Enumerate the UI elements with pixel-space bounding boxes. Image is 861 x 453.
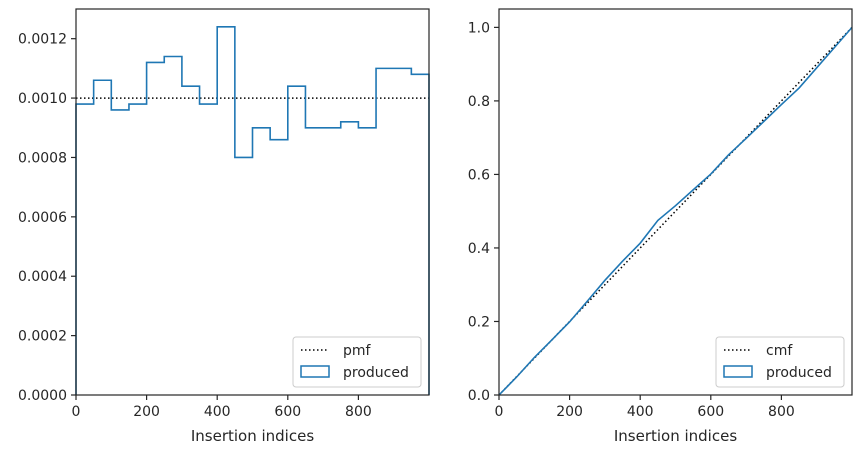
right-x-axis-label: Insertion indices bbox=[614, 427, 737, 445]
left-y-tick-label: 0.0012 bbox=[18, 32, 67, 48]
left-axes-frame bbox=[75, 8, 430, 396]
left-y-tick-label: 0.0002 bbox=[18, 329, 67, 345]
cmf-panel: 0 200 400 600 800 0.0 0.2 0.4 0.6 0.8 1.0 Insertio… bbox=[468, 8, 853, 445]
left-y-tick-label: 0.0006 bbox=[18, 210, 67, 226]
right-x-tick-label: 200 bbox=[556, 404, 583, 420]
left-x-axis-label: Insertion indices bbox=[191, 427, 314, 445]
right-x-tick-label: 400 bbox=[627, 404, 654, 420]
left-y-tick-label: 0.0010 bbox=[18, 91, 67, 107]
right-legend: cmf produced bbox=[715, 336, 845, 388]
left-legend: pmf produced bbox=[292, 336, 422, 388]
right-produced-series bbox=[498, 26, 853, 396]
right-y-tick-label: 1.0 bbox=[468, 20, 490, 36]
right-y-tick-label: 0.4 bbox=[468, 241, 490, 257]
right-y-tick-label: 0.6 bbox=[468, 167, 490, 183]
right-legend-produced-swatch bbox=[723, 365, 753, 378]
left-y-tick-label: 0.0000 bbox=[18, 388, 67, 404]
right-legend-produced-label: produced bbox=[766, 365, 832, 381]
pmf-histogram-panel: 0 200 400 600 800 0.0000 0.0002 0.0004 0.0006 0.0… bbox=[18, 8, 430, 445]
left-x-tick-label: 200 bbox=[133, 404, 160, 420]
left-x-tick-label: 400 bbox=[204, 404, 231, 420]
left-produced-series bbox=[75, 26, 430, 395]
right-y-tick-label: 0.2 bbox=[468, 314, 490, 330]
right-x-tick-label: 600 bbox=[697, 404, 724, 420]
right-y-tick-label: 0.0 bbox=[468, 388, 490, 404]
left-legend-pmf-label: pmf bbox=[343, 343, 372, 359]
left-x-tick-label: 0 bbox=[72, 404, 81, 420]
right-legend-cmf-label: cmf bbox=[766, 343, 793, 359]
right-x-tick-label: 800 bbox=[768, 404, 795, 420]
right-x-tick-label: 0 bbox=[495, 404, 504, 420]
left-y-tick-label: 0.0008 bbox=[18, 150, 67, 166]
left-y-tick-label: 0.0004 bbox=[18, 269, 67, 285]
right-axes-frame bbox=[498, 8, 853, 396]
left-legend-produced-swatch bbox=[300, 365, 330, 378]
left-x-tick-label: 800 bbox=[345, 404, 372, 420]
right-y-tick-label: 0.8 bbox=[468, 94, 490, 110]
left-x-tick-label: 600 bbox=[274, 404, 301, 420]
left-legend-produced-label: produced bbox=[343, 365, 409, 381]
